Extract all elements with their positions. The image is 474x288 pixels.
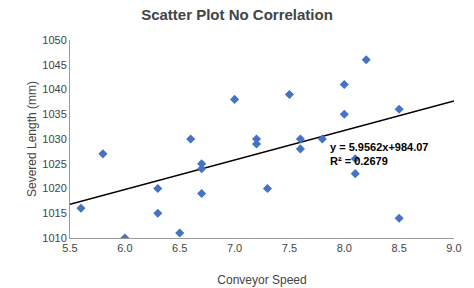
svg-text:Scatter Plot No Correlation: Scatter Plot No Correlation [141,6,333,23]
svg-text:1035: 1035 [42,108,66,120]
svg-text:7.0: 7.0 [227,242,242,254]
svg-text:5.5: 5.5 [62,242,77,254]
svg-text:Conveyor Speed: Conveyor Speed [217,273,306,287]
svg-text:9.0: 9.0 [446,242,461,254]
svg-text:6.5: 6.5 [172,242,187,254]
svg-text:1010: 1010 [42,232,66,244]
svg-text:Severed Length (mm): Severed Length (mm) [25,81,39,197]
svg-text:1030: 1030 [42,133,66,145]
svg-text:6.0: 6.0 [117,242,132,254]
svg-text:8.5: 8.5 [391,242,406,254]
svg-text:1050: 1050 [42,34,66,46]
svg-text:1040: 1040 [42,83,66,95]
svg-text:1025: 1025 [42,158,66,170]
svg-text:8.0: 8.0 [337,242,352,254]
svg-text:1045: 1045 [42,59,66,71]
svg-text:7.5: 7.5 [282,242,297,254]
svg-text:y = 5.9562x+984.07R² = 0.2679: y = 5.9562x+984.07R² = 0.2679 [330,141,428,167]
svg-text:1015: 1015 [42,207,66,219]
svg-text:1020: 1020 [42,182,66,194]
